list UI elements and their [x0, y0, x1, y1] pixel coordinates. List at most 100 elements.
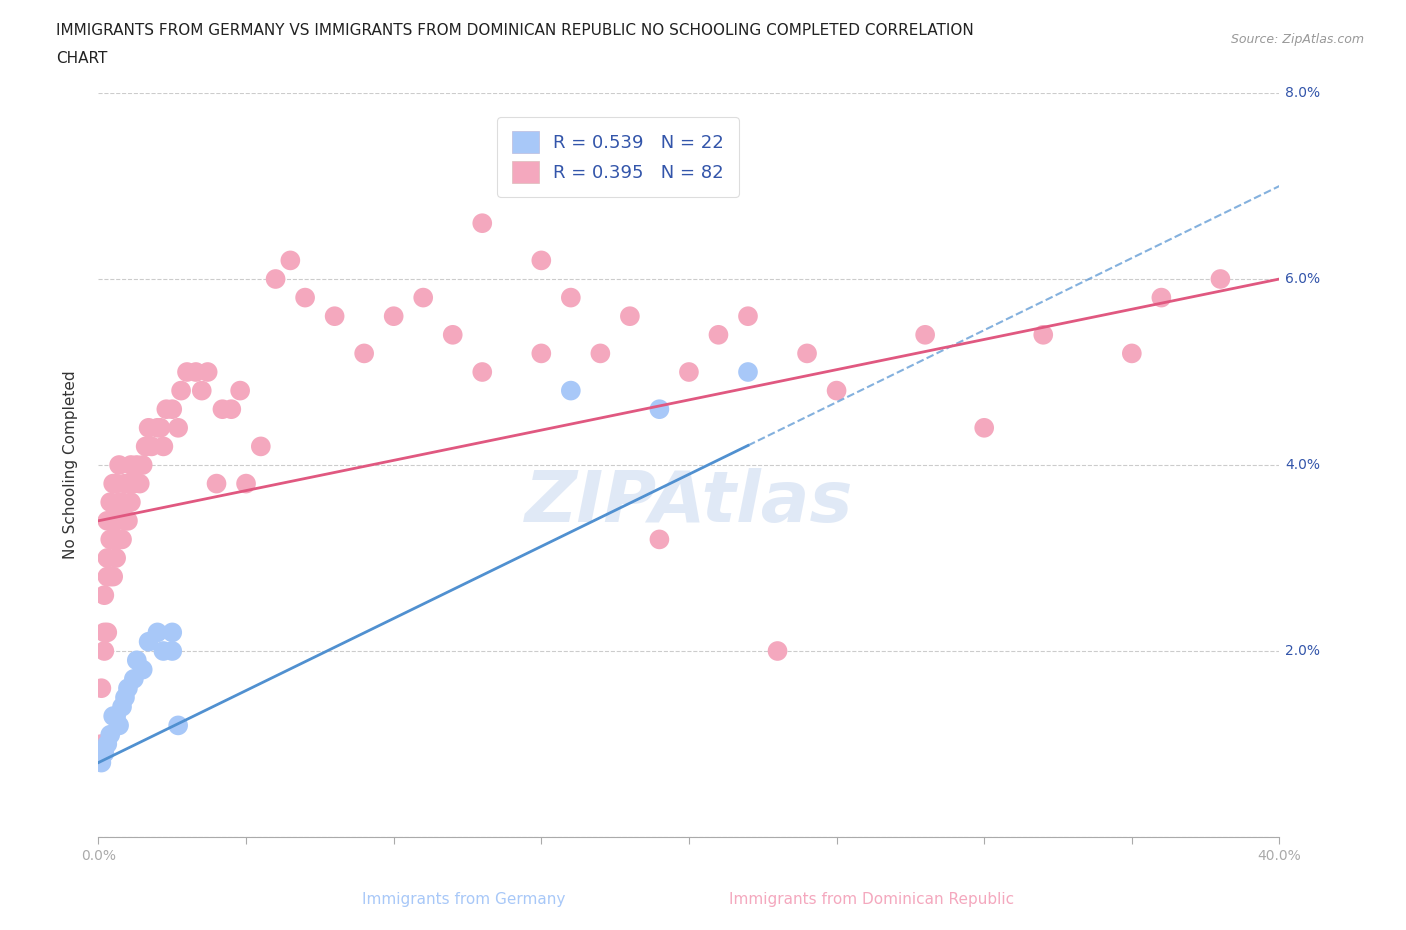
- Text: Immigrants from Germany: Immigrants from Germany: [363, 892, 565, 907]
- Point: [117, 681, 139, 696]
- Point: [589, 346, 612, 361]
- Point: [105, 551, 128, 565]
- Point: [152, 439, 174, 454]
- Point: [120, 495, 142, 510]
- Point: [103, 532, 125, 547]
- Point: [96, 737, 118, 751]
- Point: [98, 569, 121, 584]
- Y-axis label: No Schooling Completed: No Schooling Completed: [63, 371, 77, 559]
- Legend: R = 0.539   N = 22, R = 0.395   N = 82: R = 0.539 N = 22, R = 0.395 N = 82: [498, 117, 738, 197]
- Point: [108, 458, 131, 472]
- Point: [96, 513, 118, 528]
- Text: 6.0%: 6.0%: [1285, 272, 1320, 286]
- Point: [471, 216, 494, 231]
- Point: [108, 532, 131, 547]
- Point: [323, 309, 346, 324]
- Point: [117, 476, 139, 491]
- Point: [138, 420, 160, 435]
- Point: [93, 588, 115, 603]
- Point: [111, 495, 134, 510]
- Point: [93, 625, 115, 640]
- Point: [184, 365, 207, 379]
- Point: [471, 365, 494, 379]
- Point: [1150, 290, 1173, 305]
- Point: [105, 476, 128, 491]
- Point: [825, 383, 848, 398]
- Point: [1209, 272, 1232, 286]
- Text: IMMIGRANTS FROM GERMANY VS IMMIGRANTS FROM DOMINICAN REPUBLIC NO SCHOOLING COMPL: IMMIGRANTS FROM GERMANY VS IMMIGRANTS FR…: [56, 23, 974, 38]
- Point: [737, 365, 759, 379]
- Point: [125, 458, 148, 472]
- Point: [353, 346, 375, 361]
- Point: [117, 513, 139, 528]
- Text: Immigrants from Dominican Republic: Immigrants from Dominican Republic: [730, 892, 1014, 907]
- Text: CHART: CHART: [56, 51, 108, 66]
- Point: [98, 532, 121, 547]
- Point: [103, 709, 125, 724]
- Point: [111, 532, 134, 547]
- Point: [170, 383, 193, 398]
- Point: [167, 420, 190, 435]
- Point: [128, 476, 150, 491]
- Point: [146, 625, 169, 640]
- Point: [152, 644, 174, 658]
- Point: [132, 458, 155, 472]
- Point: [441, 327, 464, 342]
- Point: [120, 458, 142, 472]
- Point: [108, 495, 131, 510]
- Point: [103, 569, 125, 584]
- Point: [235, 476, 257, 491]
- Point: [96, 551, 118, 565]
- Point: [135, 439, 157, 454]
- Point: [96, 569, 118, 584]
- Point: [90, 755, 112, 770]
- Point: [211, 402, 233, 417]
- Point: [530, 253, 553, 268]
- Point: [648, 402, 671, 417]
- Point: [105, 513, 128, 528]
- Point: [914, 327, 936, 342]
- Text: 4.0%: 4.0%: [1285, 458, 1320, 472]
- Point: [162, 625, 183, 640]
- Point: [167, 718, 190, 733]
- Point: [114, 476, 136, 491]
- Text: ZIPAtlas: ZIPAtlas: [524, 468, 853, 537]
- Point: [114, 690, 136, 705]
- Point: [132, 662, 155, 677]
- Point: [560, 290, 582, 305]
- Point: [146, 420, 169, 435]
- Point: [530, 346, 553, 361]
- Point: [412, 290, 434, 305]
- Point: [294, 290, 316, 305]
- Point: [149, 420, 172, 435]
- Point: [229, 383, 252, 398]
- Point: [103, 476, 125, 491]
- Point: [619, 309, 641, 324]
- Point: [197, 365, 219, 379]
- Point: [96, 625, 118, 640]
- Point: [90, 681, 112, 696]
- Point: [176, 365, 198, 379]
- Point: [796, 346, 818, 361]
- Text: Source: ZipAtlas.com: Source: ZipAtlas.com: [1230, 33, 1364, 46]
- Point: [98, 495, 121, 510]
- Point: [973, 420, 995, 435]
- Point: [1032, 327, 1054, 342]
- Point: [560, 383, 582, 398]
- Point: [382, 309, 405, 324]
- Point: [125, 653, 148, 668]
- Point: [122, 476, 145, 491]
- Text: 8.0%: 8.0%: [1285, 86, 1320, 100]
- Point: [737, 309, 759, 324]
- Point: [162, 402, 183, 417]
- Point: [98, 727, 121, 742]
- Point: [111, 699, 134, 714]
- Point: [90, 737, 112, 751]
- Point: [648, 532, 671, 547]
- Point: [155, 402, 177, 417]
- Point: [205, 476, 228, 491]
- Point: [103, 513, 125, 528]
- Point: [108, 718, 131, 733]
- Point: [707, 327, 730, 342]
- Point: [105, 709, 128, 724]
